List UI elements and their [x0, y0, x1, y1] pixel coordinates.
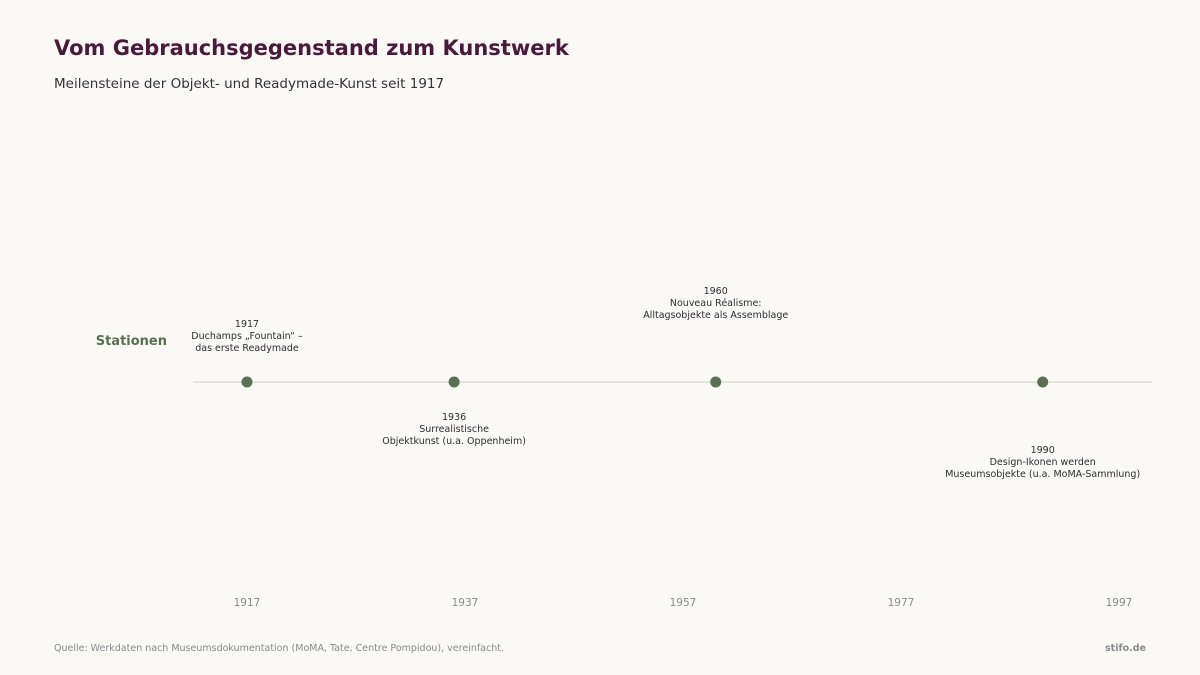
- chart-subtitle: Meilensteine der Objekt- und Readymade-K…: [54, 76, 445, 92]
- event-marker: [1037, 376, 1049, 388]
- event-description-line: Nouveau Réalisme:: [670, 298, 762, 309]
- row-label: Stationen: [96, 334, 167, 349]
- event-year: 1917: [235, 319, 259, 330]
- event-year: 1960: [704, 286, 728, 297]
- event-description-line: das erste Readymade: [195, 343, 299, 354]
- event-description-line: Duchamps „Fountain“ –: [191, 331, 303, 342]
- event-label: 1960 Nouveau Réalisme: Alltagsobjekte als …: [643, 286, 788, 321]
- event-marker: [448, 376, 460, 388]
- event-marker: [710, 376, 722, 388]
- event-description-line: Museumsobjekte (u.a. MoMA-Sammlung): [945, 469, 1140, 480]
- event-description-line: Design-Ikonen werden: [990, 457, 1096, 468]
- event-label: 1917 Duchamps „Fountain“ – das erste Ready…: [191, 319, 303, 354]
- event-year: 1936: [442, 412, 466, 423]
- event-description-line: Surrealistische: [419, 424, 489, 435]
- timeline-events: 1917 Duchamps „Fountain“ – das erste Ready…: [191, 286, 1140, 480]
- chart-title: Vom Gebrauchsgegenstand zum Kunstwerk: [54, 36, 569, 60]
- event-label: 1990 Design-Ikonen werden Museumsobjekte (…: [945, 445, 1140, 480]
- x-tick-label: 1917: [234, 597, 261, 609]
- x-tick-label: 1957: [670, 597, 697, 609]
- x-tick-label: 1997: [1106, 597, 1133, 609]
- x-tick-label: 1937: [452, 597, 479, 609]
- event-label: 1936 Surrealistische Objektkunst (u.a. Opp…: [382, 412, 526, 447]
- event-description-line: Objektkunst (u.a. Oppenheim): [382, 436, 526, 447]
- event-marker: [241, 376, 253, 388]
- brand-link[interactable]: stifo.de: [1105, 643, 1146, 654]
- x-tick-label: 1977: [888, 597, 915, 609]
- source-note: Quelle: Werkdaten nach Museumsdokumentat…: [54, 643, 504, 654]
- x-axis-ticks: 1917 1937 1957 1977 1997: [234, 597, 1133, 609]
- event-description-line: Alltagsobjekte als Assemblage: [643, 310, 788, 321]
- event-year: 1990: [1031, 445, 1055, 456]
